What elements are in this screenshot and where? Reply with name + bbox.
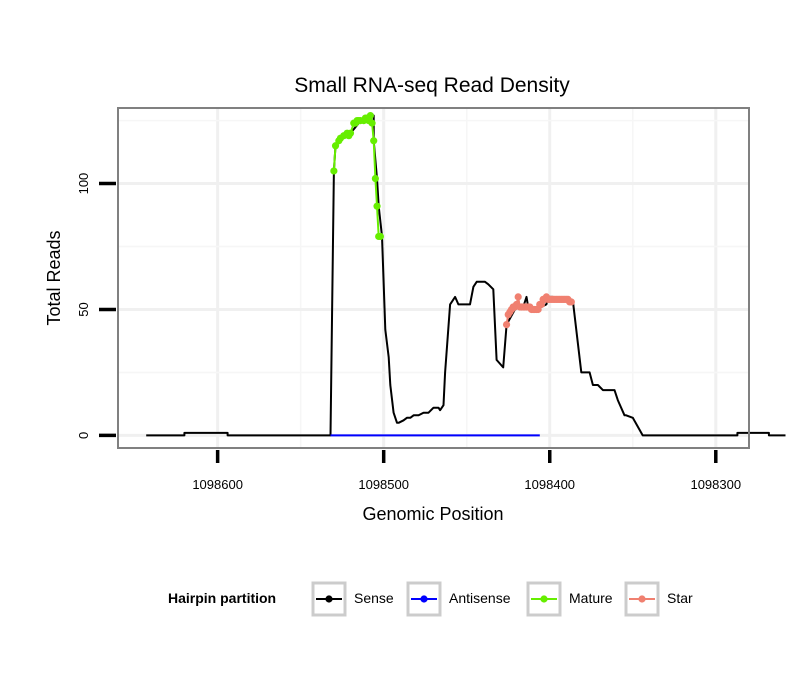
y-tick-label: 100 (76, 173, 91, 195)
legend-key-point (638, 595, 646, 603)
x-axis: 1098600 1098500 1098400 1098300 (192, 450, 741, 492)
data-point-star (514, 293, 522, 301)
y-axis: 0 50 100 (76, 173, 116, 439)
data-point-mature (371, 174, 379, 183)
legend-label: Mature (569, 590, 613, 606)
data-point-star (567, 298, 575, 306)
legend-item-sense: Sense (311, 581, 394, 617)
legend-item-star: Star (624, 581, 693, 617)
series-layer (146, 111, 786, 437)
y-tick-label: 50 (76, 302, 91, 316)
data-point-mature (370, 137, 378, 145)
x-tick-label: 1098400 (524, 477, 575, 492)
legend-items: Sense Antisense Mature Star (311, 581, 693, 617)
chart-title: Small RNA-seq Read Density (294, 74, 570, 97)
data-point-mature (368, 119, 376, 127)
x-tick-label: 1098300 (690, 477, 741, 492)
legend-key-point (540, 595, 548, 603)
data-point-mature (376, 232, 384, 241)
data-point-mature (330, 167, 338, 175)
legend-item-mature: Mature (526, 581, 613, 617)
data-point-mature (373, 202, 381, 210)
legend-label: Star (667, 590, 693, 606)
y-axis-label: Total Reads (44, 230, 64, 325)
plot-background (118, 108, 749, 448)
legend-key-point (325, 595, 333, 603)
data-point-mature (366, 111, 374, 120)
grid (118, 108, 749, 448)
legend-item-antisense: Antisense (406, 581, 511, 617)
legend: Hairpin partition Sense Antisense Mature St… (168, 581, 693, 617)
plot-area (117, 107, 786, 449)
legend-title: Hairpin partition (168, 590, 276, 606)
legend-label: Sense (354, 590, 394, 606)
data-point-mature (346, 129, 355, 137)
plot-border (117, 107, 750, 449)
legend-key-point (420, 595, 428, 603)
data-point-star (502, 320, 511, 329)
legend-label: Antisense (449, 590, 511, 606)
y-tick-label: 0 (76, 432, 91, 439)
x-tick-label: 1098600 (192, 477, 243, 492)
x-tick-label: 1098500 (358, 477, 409, 492)
x-axis-label: Genomic Position (362, 504, 503, 524)
